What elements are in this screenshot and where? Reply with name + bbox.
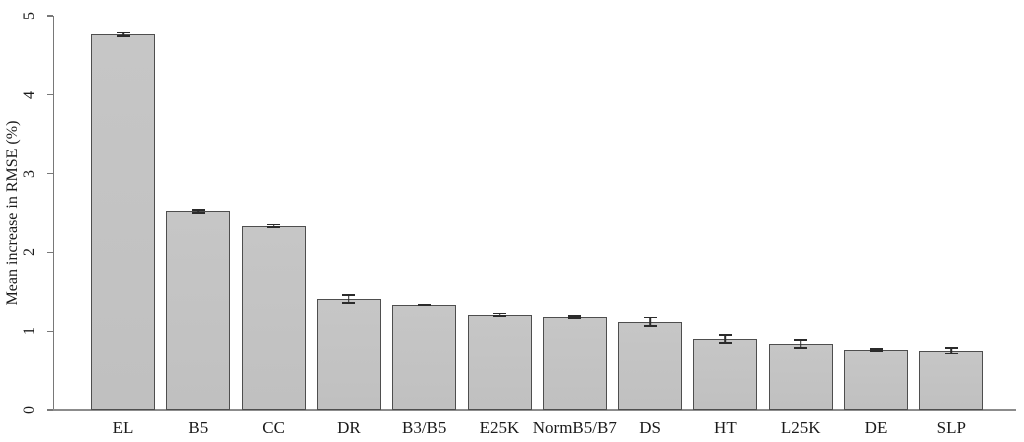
error-bar-stem [122, 31, 124, 37]
x-category-label: CC [262, 418, 285, 437]
error-bar [493, 312, 506, 317]
y-axis-title: Mean increase in RMSE (%) [4, 120, 21, 306]
y-tick-label: 2 [20, 248, 38, 257]
bar-normb5-b7 [542, 317, 607, 410]
y-axis-line [52, 16, 54, 410]
y-tick-mark [46, 409, 53, 411]
y-tick-mark [46, 172, 53, 175]
error-bar [417, 304, 431, 307]
error-bar-cap-bottom [417, 304, 431, 307]
error-bar-cap-bottom [944, 352, 958, 355]
error-bar-stem [799, 339, 802, 349]
plot-area: 0 1 2 3 4 5 EL B5 CC DR B3/B5 E25K NormB5/B7 DS HT L25K… [21, 12, 1016, 436]
error-bar-cap-bottom [267, 225, 281, 228]
error-bar-cap-bottom [342, 301, 356, 304]
error-bar [643, 316, 657, 327]
bar-slp [919, 350, 984, 410]
bar-e25k [467, 314, 532, 410]
bar-b5 [166, 211, 231, 410]
x-category-label: B5 [188, 418, 209, 437]
error-bar-cap-bottom [191, 212, 205, 214]
x-category-label: B3/B5 [401, 418, 447, 437]
error-bar-cap-bottom [794, 346, 808, 349]
bar-cc [241, 225, 306, 410]
y-tick-mark [46, 94, 53, 96]
error-bar-stem [950, 347, 953, 355]
x-category-label: DE [864, 418, 888, 437]
error-bar-cap-bottom [718, 342, 732, 344]
y-tick-mark [46, 15, 53, 17]
y-tick-label: 3 [20, 169, 38, 178]
bar-ds [618, 321, 683, 410]
error-bar-stem [875, 348, 877, 353]
x-category-label: HT [714, 418, 737, 437]
bar-ht [693, 339, 758, 410]
error-bar [191, 209, 205, 214]
y-tick-label: 5 [20, 12, 38, 20]
x-category-label: DS [639, 418, 661, 437]
error-bar [718, 334, 732, 344]
bar-de [844, 350, 908, 410]
error-bar [568, 315, 582, 319]
y-tick-label: 4 [20, 90, 38, 99]
error-bar-cap-bottom [568, 316, 582, 319]
error-bar-stem [649, 316, 651, 327]
error-bar-stem [272, 223, 275, 228]
bar-dr [316, 298, 381, 410]
y-tick-mark [46, 251, 53, 254]
error-bar-cap-bottom [869, 350, 883, 353]
error-bar [342, 294, 356, 304]
error-bar-stem [498, 312, 501, 317]
error-bar-stem [724, 334, 727, 344]
error-bar-stem [197, 209, 200, 214]
x-axis-baseline [52, 409, 1016, 411]
x-category-label: L25K [780, 418, 821, 437]
error-bar [267, 223, 281, 228]
bar-l25k [768, 343, 833, 410]
y-tick-label: 1 [20, 327, 38, 336]
x-category-label: NormB5/B7 [532, 418, 617, 437]
x-category-label: SLP [936, 418, 966, 437]
bar-el [91, 34, 155, 410]
x-category-label: DR [337, 418, 361, 437]
x-category-label: EL [112, 418, 134, 437]
y-tick-label: 0 [20, 406, 38, 414]
error-bar [944, 347, 958, 355]
error-bar [116, 31, 130, 37]
error-bar-stem [348, 294, 350, 304]
y-tick-mark [46, 330, 53, 332]
error-bar [794, 339, 808, 349]
bar-b3-b5 [392, 305, 457, 410]
error-bar-cap-bottom [643, 325, 657, 327]
x-category-label: E25K [479, 418, 520, 437]
error-bar [869, 348, 883, 353]
error-bar-cap-bottom [116, 34, 130, 37]
error-bar-cap-bottom [493, 314, 506, 317]
